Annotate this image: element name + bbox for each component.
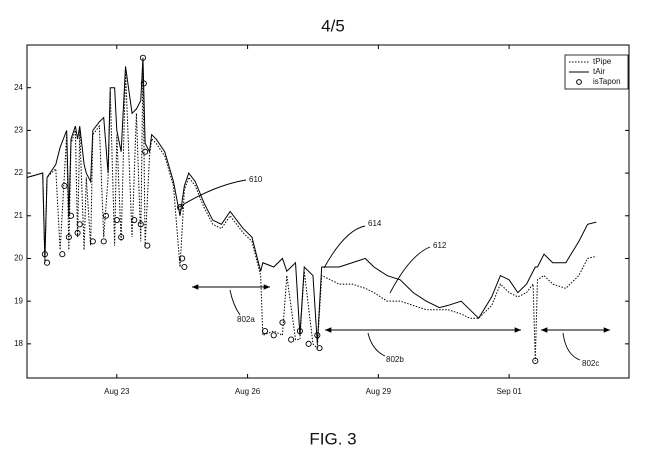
leader xyxy=(562,332,581,361)
scatter-marker xyxy=(279,319,286,326)
x-tick-label: Aug 26 xyxy=(235,387,261,396)
page-number: 4/5 xyxy=(321,16,345,35)
scatter-marker xyxy=(65,234,72,241)
scatter-marker xyxy=(142,148,149,155)
annotation-label: 612 xyxy=(433,241,447,250)
x-tick-label: Aug 23 xyxy=(104,387,130,396)
scatter-marker xyxy=(176,204,184,211)
annotation-label: 610 xyxy=(249,175,263,184)
legend-label: tAir xyxy=(593,67,605,76)
scatter-marker xyxy=(61,182,68,189)
scatter-marker xyxy=(305,340,312,347)
scatter-marker xyxy=(532,357,539,364)
annotation-label: 802a xyxy=(237,315,255,324)
annotation-label: 802b xyxy=(386,355,404,364)
y-tick-label: 19 xyxy=(14,296,23,305)
scatter-marker xyxy=(118,234,125,241)
scatter-marker xyxy=(102,212,109,219)
scatter-marker xyxy=(74,229,81,236)
legend-label: tPipe xyxy=(593,57,612,66)
plot-frame xyxy=(26,44,630,379)
scatter-marker xyxy=(288,336,295,343)
scatter-marker xyxy=(144,242,151,249)
x-tick-label: Aug 29 xyxy=(366,387,392,396)
figure-caption: FIG. 3 xyxy=(309,429,356,448)
leader xyxy=(389,246,431,294)
annotation-graphics xyxy=(178,179,610,361)
scatter-marker xyxy=(41,251,48,258)
y-tick-label: 24 xyxy=(14,83,23,92)
y-tick-label: 23 xyxy=(14,125,23,134)
scatter-marker xyxy=(100,238,107,245)
legend-label: isTapon xyxy=(593,77,621,86)
scatter-marker xyxy=(113,216,120,224)
y-tick-label: 18 xyxy=(14,339,23,348)
scatter-marker xyxy=(139,54,147,61)
scatter-marker xyxy=(296,327,303,335)
scatter-marker xyxy=(76,221,83,228)
legend-swatch xyxy=(576,79,582,85)
scatter-marker xyxy=(261,327,269,335)
scatter-marker xyxy=(140,80,147,87)
leader xyxy=(178,179,247,208)
series-line xyxy=(27,62,597,361)
scatter-marker xyxy=(67,212,75,219)
scatter-marker xyxy=(44,259,51,266)
scatter-marker xyxy=(270,332,277,339)
scatter-marker xyxy=(131,216,138,224)
scatter-marker xyxy=(137,221,144,228)
series-line xyxy=(27,57,597,344)
leader xyxy=(323,225,366,269)
leader xyxy=(367,332,386,357)
x-tick-label: Sep 01 xyxy=(496,387,522,396)
scatter-marker xyxy=(181,263,188,271)
scatter-marker xyxy=(316,345,323,352)
scatter-marker xyxy=(89,238,96,245)
annotation-label: 802c xyxy=(582,359,599,368)
y-tick-label: 21 xyxy=(14,211,23,220)
annotation-label: 614 xyxy=(368,219,382,228)
scatter-marker xyxy=(314,332,321,339)
scatter-marker xyxy=(179,255,186,262)
scatter-marker xyxy=(59,251,66,258)
y-tick-label: 20 xyxy=(14,254,23,263)
leader xyxy=(229,289,241,316)
y-tick-label: 22 xyxy=(14,168,23,177)
